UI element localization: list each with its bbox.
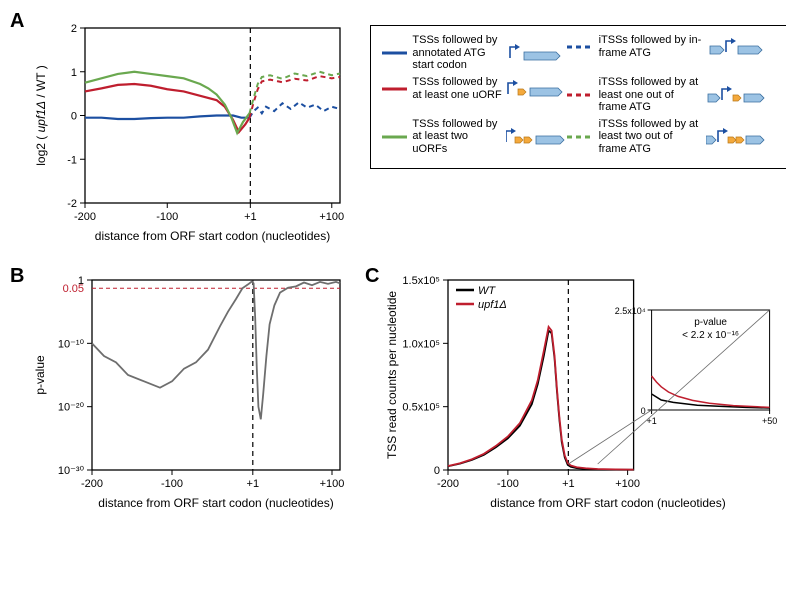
- svg-text:+100: +100: [320, 478, 345, 490]
- svg-text:+50: +50: [762, 416, 777, 426]
- panel-a-legend: TSSs followed by annotated ATG start cod…: [370, 25, 786, 169]
- svg-text:10⁻²⁰: 10⁻²⁰: [58, 402, 85, 414]
- svg-text:distance from ORF start codon: distance from ORF start codon (nucleotid…: [490, 496, 725, 510]
- svg-text:10⁻¹⁰: 10⁻¹⁰: [58, 338, 85, 350]
- svg-text:upf1Δ: upf1Δ: [478, 299, 507, 311]
- svg-text:0.5x10⁵: 0.5x10⁵: [402, 402, 440, 414]
- svg-text:distance from ORF start codon: distance from ORF start codon (nucleotid…: [98, 496, 333, 510]
- svg-text:0: 0: [434, 465, 440, 477]
- svg-text:+1: +1: [244, 211, 257, 223]
- svg-text:distance from ORF start codon: distance from ORF start codon (nucleotid…: [95, 229, 330, 243]
- panel-a-chart: -200 -100 +1 +100 -2 -1 0 1 2 log2 ( upf1Δ / WT )…: [30, 18, 350, 248]
- svg-text:+100: +100: [615, 478, 640, 490]
- figure-root: A -200 -100 +1 +100 -2 -1 0 1 2 log2 ( upf1Δ / WT…: [10, 10, 776, 570]
- svg-text:TSS read counts per nucleotide: TSS read counts per nucleotide: [385, 291, 399, 459]
- panel-a-label: A: [10, 10, 24, 33]
- svg-text:-100: -100: [156, 211, 178, 223]
- svg-text:< 2.2 x 10⁻¹⁶: < 2.2 x 10⁻¹⁶: [682, 330, 739, 341]
- svg-text:-100: -100: [497, 478, 519, 490]
- svg-text:-2: -2: [67, 198, 77, 210]
- panel-b-label: B: [10, 265, 24, 288]
- svg-text:0.05: 0.05: [63, 283, 84, 295]
- panel-b-chart: -200-100+1+10010⁻³⁰10⁻²⁰10⁻¹⁰10.05p-valu…: [30, 270, 350, 515]
- svg-text:-200: -200: [437, 478, 459, 490]
- svg-text:+1: +1: [247, 478, 260, 490]
- svg-text:p-value: p-value: [694, 317, 727, 328]
- svg-text:1.5x10⁵: 1.5x10⁵: [402, 275, 440, 287]
- panel-c-chart: -200 -100 +1 +100 0 0.5x10⁵ 1.0x10⁵ 1.5x10⁵ WT up…: [380, 270, 780, 515]
- svg-text:-1: -1: [67, 154, 77, 166]
- svg-text:1.0x10⁵: 1.0x10⁵: [402, 338, 440, 350]
- svg-text:log2 ( upf1Δ / WT ): log2 ( upf1Δ / WT ): [34, 65, 48, 166]
- svg-text:-100: -100: [161, 478, 183, 490]
- svg-text:2: 2: [71, 23, 77, 35]
- svg-text:+1: +1: [562, 478, 575, 490]
- svg-text:-200: -200: [81, 478, 103, 490]
- svg-text:+1: +1: [646, 416, 656, 426]
- svg-text:+100: +100: [319, 211, 344, 223]
- svg-text:1: 1: [71, 67, 77, 79]
- svg-text:0: 0: [71, 111, 77, 123]
- svg-text:10⁻³⁰: 10⁻³⁰: [58, 465, 85, 477]
- svg-text:2.5x10⁴: 2.5x10⁴: [615, 306, 646, 316]
- svg-text:WT: WT: [478, 285, 496, 297]
- svg-text:p-value: p-value: [33, 355, 47, 395]
- svg-text:-200: -200: [74, 211, 96, 223]
- panel-c-label: C: [365, 265, 379, 288]
